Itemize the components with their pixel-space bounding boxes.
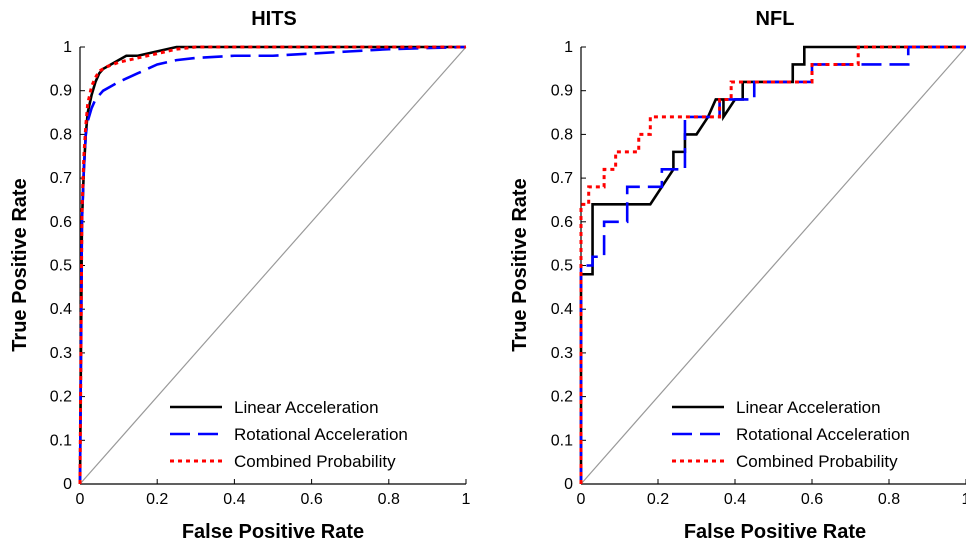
y-tick-label: 0.3 [551, 345, 573, 362]
diagonal-reference-line [79, 46, 467, 485]
diagonal-reference-line [580, 46, 966, 485]
y-tick-label: 1 [564, 39, 573, 56]
legend-entry: Linear Acceleration [736, 398, 881, 417]
plot-area: 0 0.2 0.4 0.6 0.8 1 0 0.1 0.2 0.3 0.4 0.5 0.6 0.7 0.8 0… [50, 39, 471, 508]
series-line-combined-probability [78, 45, 466, 485]
series-line-combined-probability [579, 45, 966, 484]
chart-title: NFL [756, 8, 795, 30]
chart-panel-hits: HITS False Positive Rate True Positive R… [9, 8, 471, 543]
series-line-rotational-acceleration [78, 45, 467, 485]
x-tick-label: 0.6 [801, 491, 823, 508]
x-axis-label: False Positive Rate [684, 521, 866, 543]
x-axis-label: False Positive Rate [182, 521, 364, 543]
legend-entry: Rotational Acceleration [234, 425, 408, 444]
y-axis-label: True Positive Rate [9, 178, 31, 351]
legend-entry: Rotational Acceleration [736, 425, 910, 444]
x-tick-label: 0 [76, 491, 85, 508]
x-tick-label: 0.4 [724, 491, 746, 508]
y-tick-label: 0 [63, 476, 72, 493]
y-tick-label: 0.2 [551, 389, 573, 406]
y-tick-label: 0.2 [50, 389, 72, 406]
legend: Linear Acceleration Rotational Accelerati… [672, 398, 910, 471]
y-tick-label: 0.7 [551, 170, 573, 187]
x-tick-label: 0.6 [300, 491, 322, 508]
y-tick-label: 0.9 [50, 83, 72, 100]
x-tick-label: 0 [577, 491, 586, 508]
y-tick-label: 1 [63, 39, 72, 56]
series-line-linear-acceleration [579, 45, 966, 484]
x-tick-label: 1 [462, 491, 471, 508]
y-axis-label: True Positive Rate [509, 178, 531, 351]
x-tick-label: 0.4 [223, 491, 245, 508]
y-tick-label: 0.4 [551, 301, 573, 318]
y-tick-label: 0 [564, 476, 573, 493]
y-tick-label: 0.3 [50, 345, 72, 362]
y-tick-label: 0.8 [50, 126, 72, 143]
plot-area: 0 0.2 0.4 0.6 0.8 1 0 0.1 0.2 0.3 0.4 0.5 0.6 0.7 0.8 0… [551, 39, 966, 508]
chart-panel-nfl: NFL False Positive Rate True Positive Ra… [509, 8, 966, 543]
x-tick-label: 0.2 [146, 491, 168, 508]
y-tick-label: 0.5 [50, 258, 72, 275]
y-tick-label: 0.6 [551, 214, 573, 231]
legend-entry: Combined Probability [234, 452, 396, 471]
x-tick-label: 0.8 [878, 491, 900, 508]
y-tick-label: 0.9 [551, 83, 573, 100]
y-tick-label: 0.8 [551, 126, 573, 143]
y-tick-label: 0.5 [551, 258, 573, 275]
x-tick-label: 0.2 [647, 491, 669, 508]
chart-title: HITS [251, 8, 297, 30]
y-tick-label: 0.4 [50, 301, 72, 318]
y-tick-label: 0.7 [50, 170, 72, 187]
y-tick-label: 0.1 [551, 432, 573, 449]
x-tick-label: 0.8 [378, 491, 400, 508]
legend-entry: Linear Acceleration [234, 398, 379, 417]
y-tick-label: 0.6 [50, 214, 72, 231]
y-tick-label: 0.1 [50, 432, 72, 449]
legend: Linear Acceleration Rotational Accelerati… [170, 398, 408, 471]
legend-entry: Combined Probability [736, 452, 898, 471]
x-tick-label: 1 [962, 491, 966, 508]
